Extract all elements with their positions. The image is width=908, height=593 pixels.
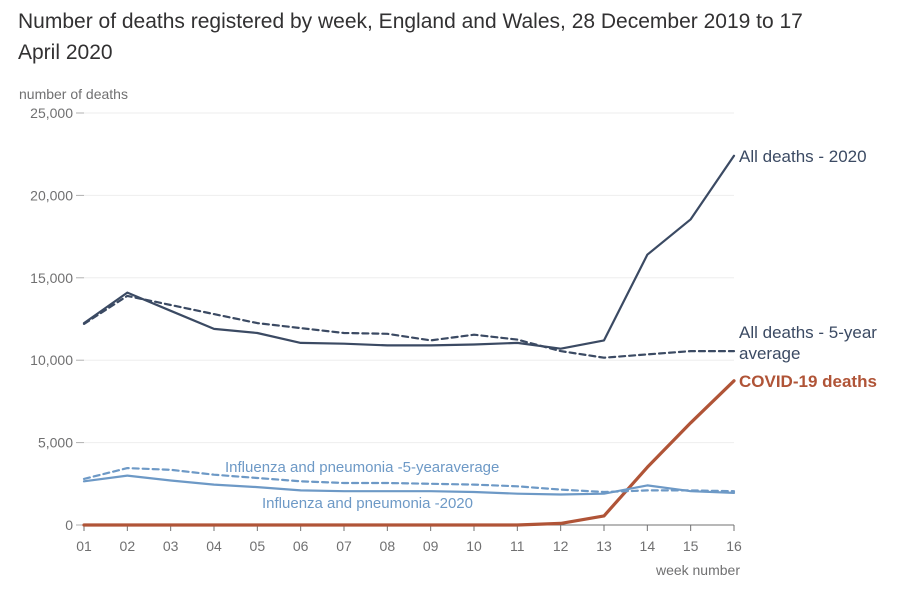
x-tick-label: 16 xyxy=(726,538,742,554)
x-tick-label: 15 xyxy=(683,538,699,554)
x-tick-label: 14 xyxy=(640,538,656,554)
x-tick-label: 08 xyxy=(380,538,396,554)
y-axis: 0 5,000 10,000 15,000 20,000 25,000 xyxy=(30,105,84,533)
x-tick-label: 03 xyxy=(163,538,179,554)
x-tick-label: 05 xyxy=(250,538,266,554)
x-tick-label: 13 xyxy=(596,538,612,554)
x-tick-label: 01 xyxy=(76,538,92,554)
series-line-3 xyxy=(82,467,736,494)
x-tick-label: 09 xyxy=(423,538,439,554)
gridlines xyxy=(84,112,734,444)
label-all-deaths-5yr-line1: All deaths - 5-year xyxy=(739,323,877,342)
x-tick-label: 06 xyxy=(293,538,309,554)
x-axis: 01 02 03 04 05 06 07 08 09 10 11 12 13 14 15 16 xyxy=(76,524,742,554)
y-tick-label: 5,000 xyxy=(38,435,73,451)
series-labels: All deaths - 2020 All deaths - 5-year av… xyxy=(225,147,877,512)
x-tick-label: 04 xyxy=(206,538,222,554)
series-line-1 xyxy=(82,294,736,359)
label-covid-deaths: COVID-19 deaths xyxy=(739,372,877,391)
x-tick-label: 07 xyxy=(336,538,352,554)
label-influenza-5yr: Influenza and pneumonia -5-yearaverage xyxy=(225,459,499,476)
x-tick-label: 02 xyxy=(120,538,136,554)
y-tick-label: 20,000 xyxy=(30,187,73,203)
y-tick-label: 0 xyxy=(65,517,73,533)
label-influenza-2020: Influenza and pneumonia -2020 xyxy=(262,495,473,512)
series-line-4 xyxy=(82,474,736,496)
label-all-deaths-5yr-line2: average xyxy=(739,344,800,363)
y-tick-label: 10,000 xyxy=(30,352,73,368)
y-tick-label: 25,000 xyxy=(30,105,73,121)
series-lines xyxy=(82,154,736,527)
label-all-deaths-2020: All deaths - 2020 xyxy=(739,147,867,166)
x-axis-label: week number xyxy=(655,562,740,578)
y-tick-label: 15,000 xyxy=(30,270,73,286)
x-tick-label: 12 xyxy=(553,538,569,554)
series-line-0 xyxy=(82,154,736,350)
x-tick-label: 10 xyxy=(466,538,482,554)
chart-title: Number of deaths registered by week, Eng… xyxy=(18,10,803,64)
y-axis-label: number of deaths xyxy=(19,86,128,102)
x-tick-label: 11 xyxy=(510,538,525,554)
